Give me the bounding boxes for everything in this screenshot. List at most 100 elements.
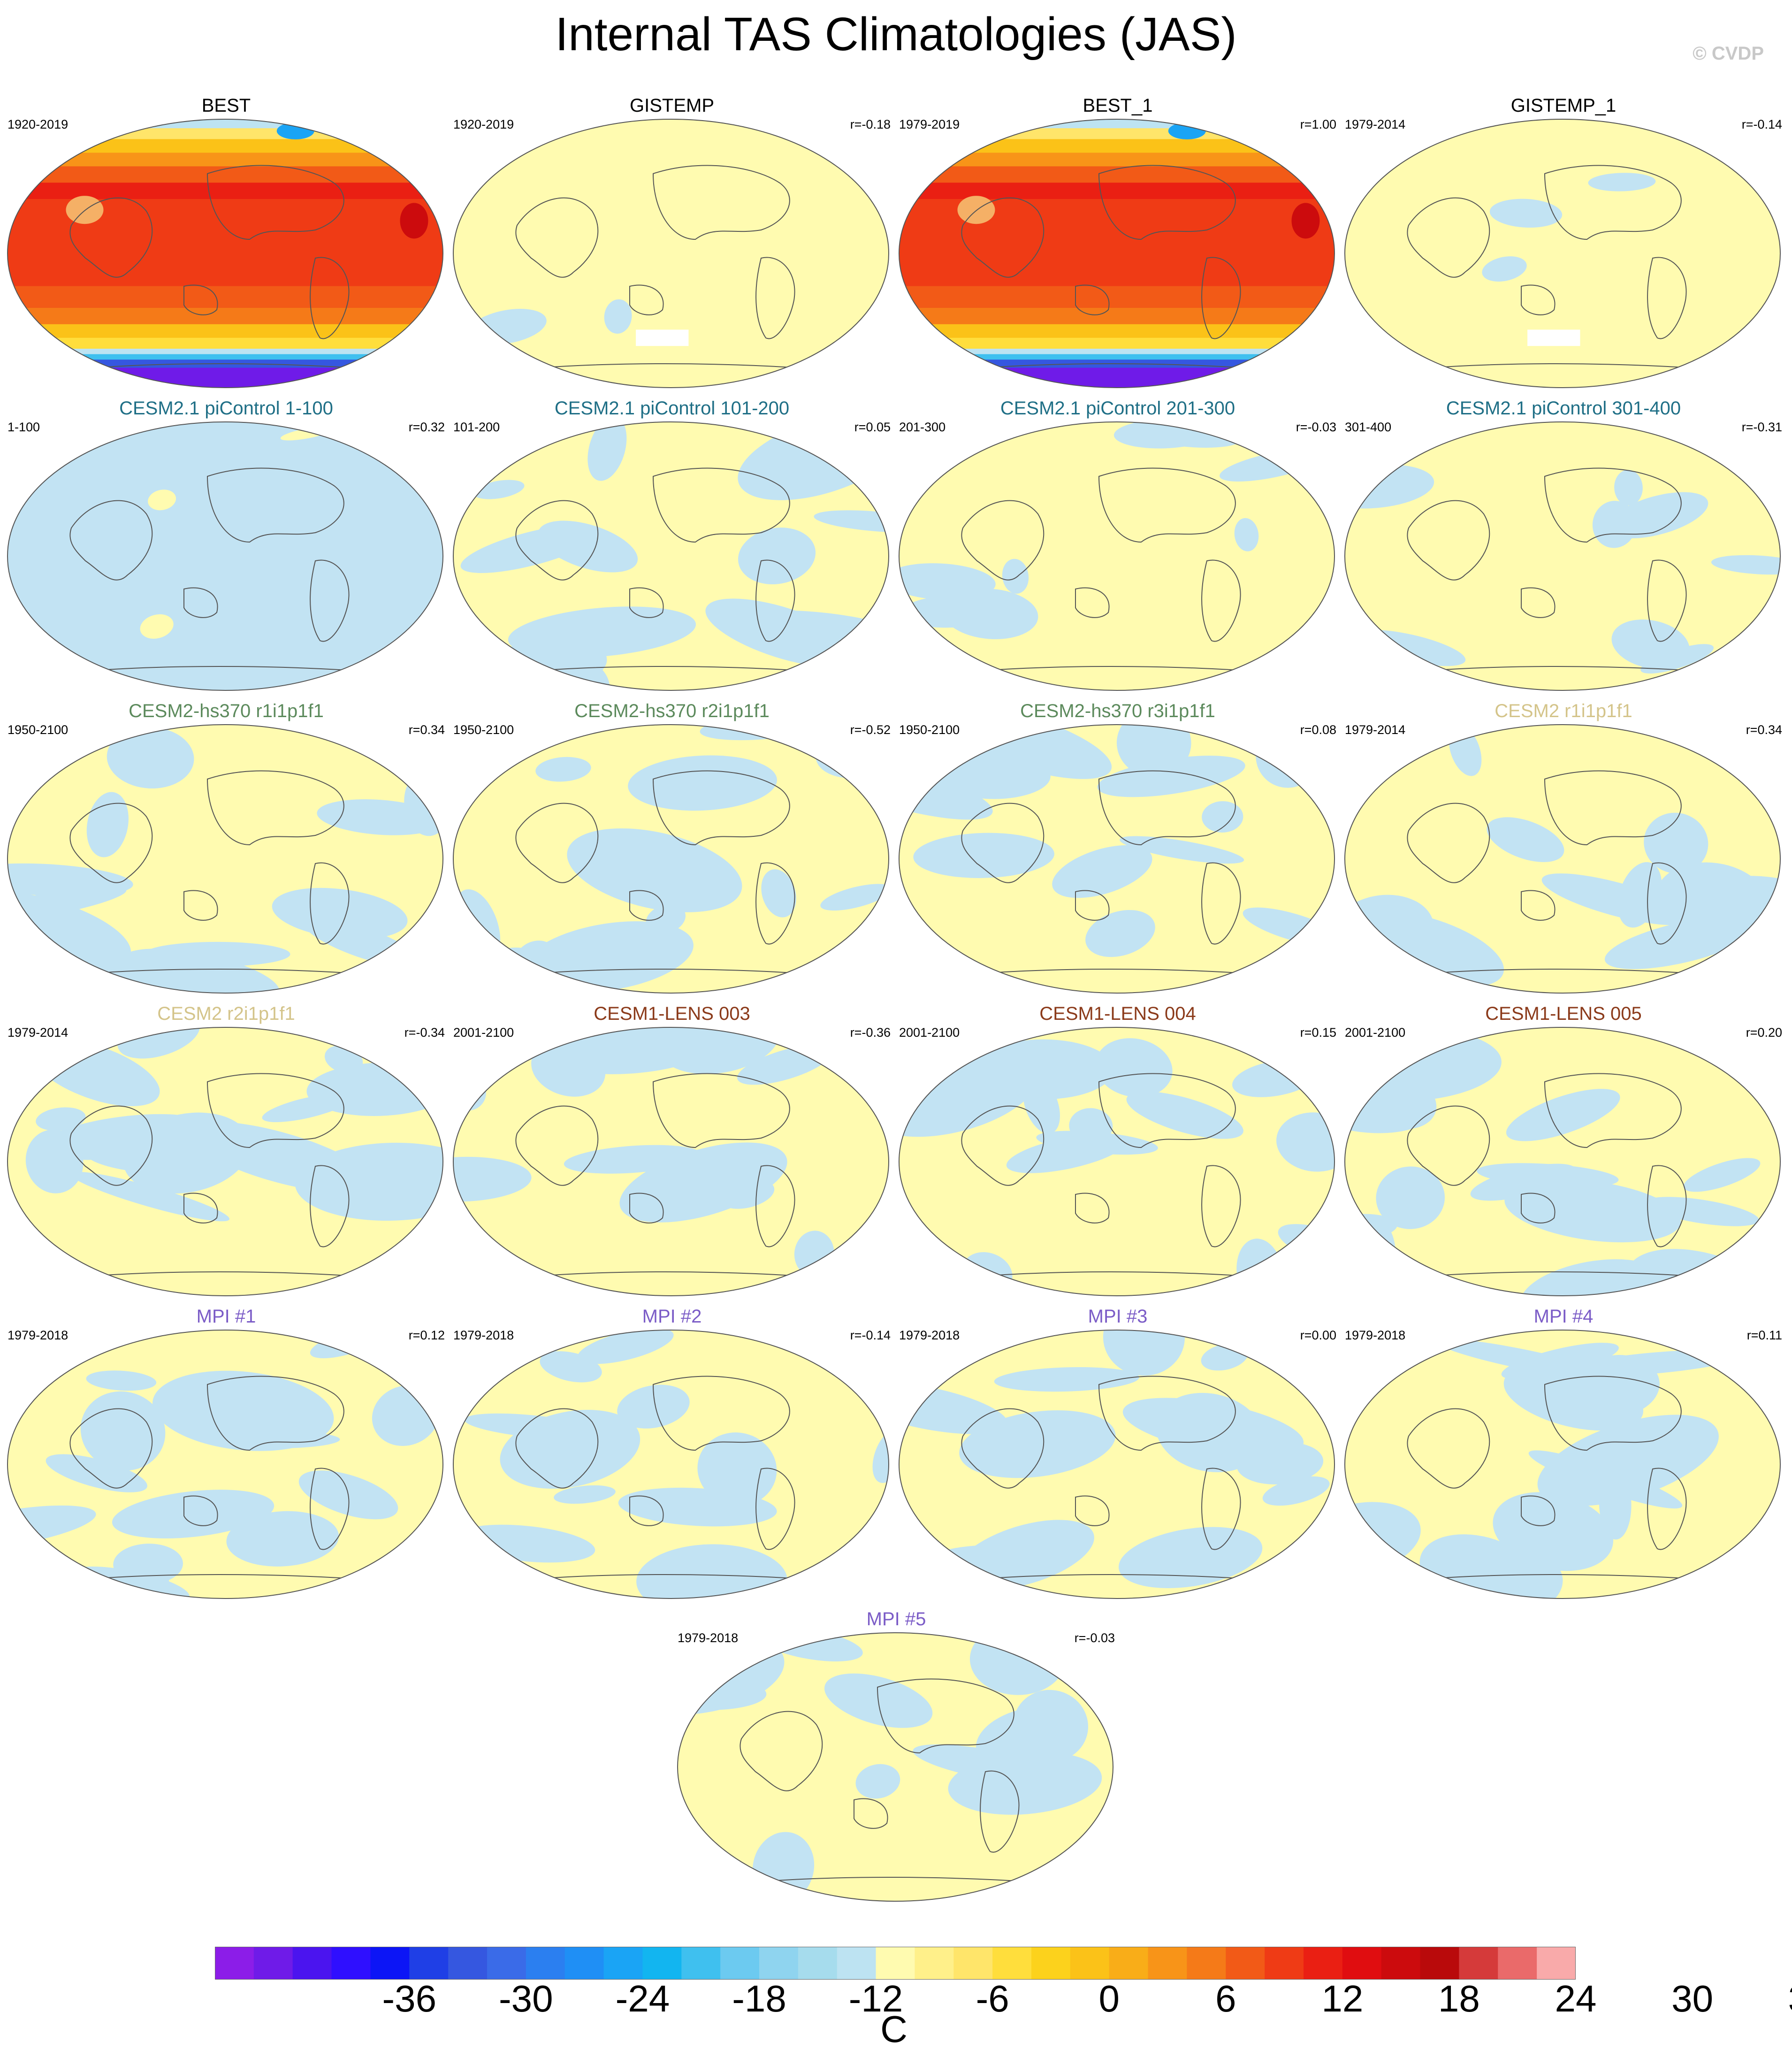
- colorbar-swatch: [526, 1947, 565, 1980]
- world-map: [7, 119, 443, 388]
- panel-pattern-correlation: r=0.11: [1746, 1328, 1782, 1342]
- panel-period: 1920-2019: [8, 117, 69, 131]
- panel-period: 1979-2018: [453, 1328, 514, 1342]
- panel-title: MPI #5: [866, 1609, 926, 1629]
- world-map: [899, 1330, 1335, 1599]
- colorbar-swatch: [1226, 1947, 1265, 1980]
- world-map: [7, 1330, 443, 1599]
- map-panel: MPI #4 1979-2018 r=0.11: [1343, 1305, 1784, 1601]
- colorbar-swatch: [1187, 1947, 1226, 1980]
- map-panel: CESM2.1 piControl 301-400 301-400 r=-0.31: [1343, 397, 1784, 693]
- panel-period: 1-100: [8, 420, 40, 434]
- colorbar-swatch: [331, 1947, 371, 1980]
- panel-period: 101-200: [453, 420, 500, 434]
- panel-pattern-correlation: r=-0.52: [850, 723, 891, 737]
- panel-title: CESM2.1 piControl 201-300: [1000, 398, 1235, 419]
- figure-title: Internal TAS Climatologies (JAS): [555, 8, 1237, 61]
- panel-title: CESM1-LENS 005: [1485, 1003, 1642, 1024]
- panel-period: 1950-2100: [453, 723, 514, 737]
- map-panel: MPI #2 1979-2018 r=-0.14: [451, 1305, 892, 1601]
- map-panel: CESM1-LENS 004 2001-2100 r=0.15: [897, 1002, 1338, 1299]
- panel-pattern-correlation: r=0.12: [408, 1328, 445, 1342]
- map-panel: CESM1-LENS 003 2001-2100 r=-0.36: [451, 1002, 892, 1299]
- map-panel: CESM2 r2i1p1f1 1979-2014 r=-0.34: [6, 1002, 447, 1299]
- world-map: [899, 1027, 1335, 1296]
- colorbar-swatch: [1537, 1947, 1576, 1980]
- colorbar-swatch: [1342, 1947, 1382, 1980]
- panel-period: 1979-2014: [8, 1025, 69, 1040]
- panel-title: CESM2 r1i1p1f1: [1495, 701, 1632, 721]
- colorbar-tick-label: -30: [499, 1978, 553, 2019]
- panel-period: 201-300: [899, 420, 946, 434]
- map-panel: MPI #5 1979-2018 r=-0.03: [676, 1607, 1117, 1904]
- world-map: [7, 1027, 443, 1296]
- world-map: [1344, 421, 1781, 691]
- world-map: [1344, 119, 1781, 388]
- colorbar-tick-label: 36: [1788, 1977, 1792, 2020]
- world-map: [453, 421, 889, 691]
- panel-title: BEST: [201, 95, 251, 116]
- panel-title: CESM2.1 piControl 101-200: [554, 398, 790, 419]
- world-map: [7, 421, 443, 691]
- panel-title: CESM2-hs370 r3i1p1f1: [1020, 701, 1215, 721]
- colorbar-swatch: [1070, 1947, 1110, 1980]
- panel-pattern-correlation: r=0.15: [1300, 1025, 1336, 1040]
- panel-period: 301-400: [1345, 420, 1392, 434]
- panel-pattern-correlation: r=-0.14: [850, 1328, 891, 1342]
- panel-period: 1979-2018: [678, 1631, 739, 1645]
- colorbar-swatch: [798, 1947, 838, 1980]
- panel-title: CESM2-hs370 r2i1p1f1: [574, 701, 770, 721]
- panel-pattern-correlation: r=0.00: [1300, 1328, 1336, 1342]
- panel-period: 1979-2018: [899, 1328, 960, 1342]
- panel-period: 1950-2100: [899, 723, 960, 737]
- colorbar-swatch: [681, 1947, 721, 1980]
- panel-pattern-correlation: r=-0.03: [1074, 1631, 1115, 1645]
- panel-period: 2001-2100: [453, 1025, 514, 1040]
- world-map: [453, 1027, 889, 1296]
- panel-title: MPI #2: [642, 1306, 702, 1327]
- colorbar-tick-label: -12: [848, 1978, 903, 2019]
- panel-title: BEST_1: [1083, 95, 1153, 116]
- panel-period: 1979-2019: [899, 117, 960, 131]
- colorbar-tick-label: -6: [976, 1978, 1009, 2019]
- world-map: [899, 421, 1335, 691]
- panel-title: MPI #4: [1533, 1306, 1594, 1327]
- colorbar-swatch: [837, 1947, 877, 1980]
- panel-period: 1979-2014: [1345, 723, 1406, 737]
- colorbar-tick-label: 30: [1671, 1978, 1714, 2019]
- world-map: [453, 119, 889, 388]
- colorbar-tick-label: 6: [1215, 1978, 1236, 2019]
- colorbar-units: C: [880, 2008, 907, 2050]
- colorbar-swatch: [215, 1947, 254, 1980]
- colorbar-swatch: [1459, 1947, 1498, 1980]
- colorbar-swatch: [448, 1947, 488, 1980]
- colorbar-swatch: [642, 1947, 682, 1980]
- colorbar-tick-label: -24: [615, 1978, 670, 2019]
- panel-period: 1979-2014: [1345, 117, 1406, 131]
- colorbar-swatch: [487, 1947, 526, 1980]
- map-panel: CESM2-hs370 r3i1p1f1 1950-2100 r=0.08: [897, 699, 1338, 996]
- map-panel: CESM2.1 piControl 1-100 1-100 r=0.32: [6, 397, 447, 693]
- panel-title: CESM2 r2i1p1f1: [157, 1003, 295, 1024]
- colorbar-swatch: [1265, 1947, 1304, 1980]
- colorbar-tick-label: 12: [1321, 1978, 1364, 2019]
- colorbar-swatch: [370, 1947, 410, 1980]
- panel-title: CESM2.1 piControl 1-100: [119, 398, 333, 419]
- colorbar-swatch: [409, 1947, 449, 1980]
- panel-pattern-correlation: r=-0.03: [1296, 420, 1336, 434]
- panel-title: CESM1-LENS 004: [1039, 1003, 1196, 1024]
- panel-title: GISTEMP_1: [1510, 95, 1617, 116]
- colorbar-tick-label: 0: [1098, 1978, 1120, 2019]
- world-map: [899, 724, 1335, 994]
- colorbar-tick-label: -36: [382, 1978, 437, 2019]
- world-map: [677, 1632, 1113, 1902]
- colorbar-swatch: [953, 1947, 993, 1980]
- world-map: [1344, 1330, 1781, 1599]
- map-panel: MPI #3 1979-2018 r=0.00: [897, 1305, 1338, 1601]
- panel-title: MPI #3: [1088, 1306, 1148, 1327]
- panel-pattern-correlation: r=-0.18: [850, 117, 891, 131]
- colorbar-swatch: [1031, 1947, 1071, 1980]
- colorbar-swatch: [915, 1947, 954, 1980]
- panel-pattern-correlation: r=0.05: [854, 420, 891, 434]
- colorbar-swatch: [253, 1947, 293, 1980]
